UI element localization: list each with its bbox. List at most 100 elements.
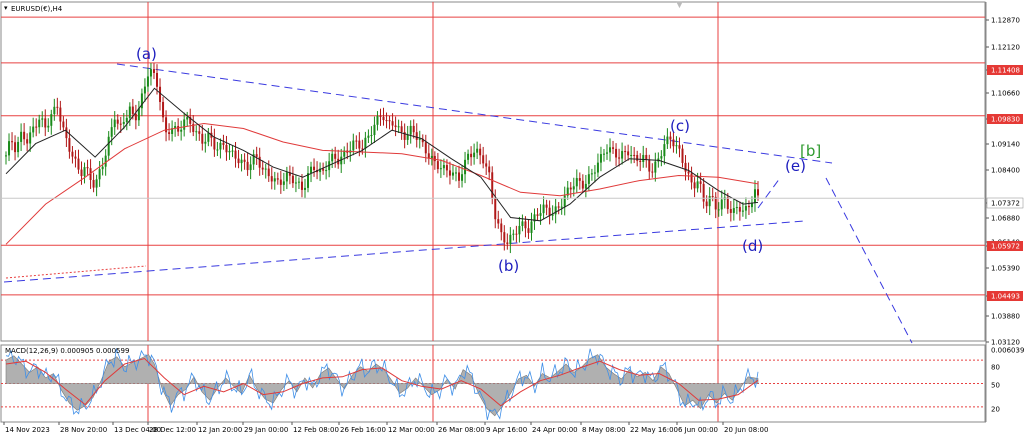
time-axis-label: 12 Jan 20:00 bbox=[198, 426, 242, 434]
candle-body bbox=[165, 117, 168, 133]
candle-body bbox=[536, 214, 539, 216]
macd-axis-label: 0.006039 bbox=[991, 347, 1024, 355]
trendlines bbox=[3, 63, 913, 344]
candle-body bbox=[294, 182, 297, 184]
candle-body bbox=[373, 124, 376, 136]
candle-body bbox=[128, 106, 131, 118]
candle-body bbox=[98, 169, 101, 180]
candle-body bbox=[20, 131, 23, 142]
candle-body bbox=[581, 180, 584, 189]
candle-body bbox=[521, 221, 524, 226]
candle-body bbox=[479, 148, 482, 156]
candle-body bbox=[264, 168, 267, 170]
candle-body bbox=[627, 151, 630, 156]
price-axis-label: 1.11408 bbox=[991, 67, 1020, 75]
candle-body bbox=[542, 204, 545, 214]
wave-label: (b) bbox=[498, 257, 519, 275]
price-axis-label: 1.10660 bbox=[991, 90, 1020, 98]
macd-signal-line bbox=[5, 357, 759, 407]
candle-body bbox=[159, 86, 162, 102]
macd-axis-label: 20 bbox=[991, 406, 1000, 414]
candle-body bbox=[273, 178, 276, 182]
candle-body bbox=[243, 159, 246, 162]
candle-body bbox=[146, 76, 149, 87]
candle-body bbox=[207, 132, 210, 142]
macd-axis-label: 80 bbox=[991, 364, 1000, 372]
candle-body bbox=[68, 138, 71, 152]
price-axis[interactable]: 1.12870 1.12120 1.11408 1.10660 1.09830 1.091… bbox=[985, 2, 1024, 422]
candle-body bbox=[110, 127, 113, 137]
candle-body bbox=[35, 126, 38, 128]
candle-body bbox=[246, 161, 249, 171]
candle-body bbox=[506, 242, 509, 244]
candle-body bbox=[225, 144, 228, 153]
candle-body bbox=[684, 162, 687, 172]
elliott-trendline bbox=[116, 63, 833, 164]
moving-averages bbox=[1, 87, 985, 245]
candle-body bbox=[708, 196, 711, 207]
candle-body bbox=[56, 106, 59, 108]
candle-body bbox=[424, 142, 427, 154]
price-pane bbox=[0, 1, 986, 342]
price-axis-label: 1.08400 bbox=[991, 167, 1020, 175]
candle-body bbox=[216, 149, 219, 151]
candle-body bbox=[17, 141, 20, 153]
candle-body bbox=[602, 153, 605, 155]
candle-body bbox=[331, 153, 334, 162]
candle-body bbox=[551, 214, 554, 216]
candle-body bbox=[183, 119, 186, 130]
candle-body bbox=[485, 163, 488, 167]
scroll-indicator-icon[interactable]: ▼ bbox=[676, 0, 683, 10]
candle-body bbox=[303, 187, 306, 190]
candle-body bbox=[388, 120, 391, 122]
level-price-tag bbox=[987, 241, 1023, 251]
candle-body bbox=[467, 153, 470, 160]
candle-body bbox=[527, 228, 530, 233]
candle-body bbox=[240, 159, 243, 164]
candle-body bbox=[310, 166, 313, 174]
candle-body bbox=[554, 206, 557, 215]
wave-labels: (a) (b) (c) (d) (e)[b] bbox=[136, 45, 821, 275]
candle-body bbox=[297, 181, 300, 183]
candle-body bbox=[107, 136, 110, 156]
candle-body bbox=[168, 132, 171, 134]
candle-body bbox=[482, 155, 485, 164]
candle-body bbox=[451, 172, 454, 176]
candle-body bbox=[599, 154, 602, 163]
elliott-trendline bbox=[3, 220, 806, 283]
candle-body bbox=[47, 125, 50, 128]
candle-body bbox=[639, 160, 642, 163]
candle-body bbox=[415, 132, 418, 140]
price-axis-label: 1.03880 bbox=[991, 313, 1020, 321]
candle-body bbox=[32, 126, 35, 133]
candle-body bbox=[186, 117, 189, 120]
candle-body bbox=[690, 173, 693, 183]
candle-body bbox=[439, 168, 442, 170]
candle-body bbox=[267, 168, 270, 177]
candle-body bbox=[675, 145, 678, 147]
candle-body bbox=[192, 123, 195, 133]
wave-label: (a) bbox=[136, 45, 157, 63]
candle-body bbox=[645, 154, 648, 160]
candle-body bbox=[319, 168, 322, 173]
candle-body bbox=[545, 204, 548, 208]
candle-body bbox=[442, 165, 445, 169]
candle-body bbox=[427, 153, 430, 159]
candle-body bbox=[587, 174, 590, 184]
candle-body bbox=[385, 120, 388, 122]
candle-body bbox=[621, 151, 624, 159]
candle-body bbox=[500, 223, 503, 233]
elliott-trendline bbox=[825, 177, 913, 344]
candle-body bbox=[152, 69, 155, 73]
candle-body bbox=[497, 219, 500, 224]
candle-body bbox=[753, 189, 756, 203]
candle-body bbox=[53, 106, 56, 115]
candle-body bbox=[615, 148, 618, 158]
candle-body bbox=[376, 115, 379, 125]
price-axis-label: 1.03120 bbox=[991, 339, 1020, 347]
price-axis-label: 1.12120 bbox=[991, 44, 1020, 52]
candle-body bbox=[5, 155, 7, 157]
candle-body bbox=[285, 172, 288, 182]
candle-body bbox=[421, 138, 424, 143]
